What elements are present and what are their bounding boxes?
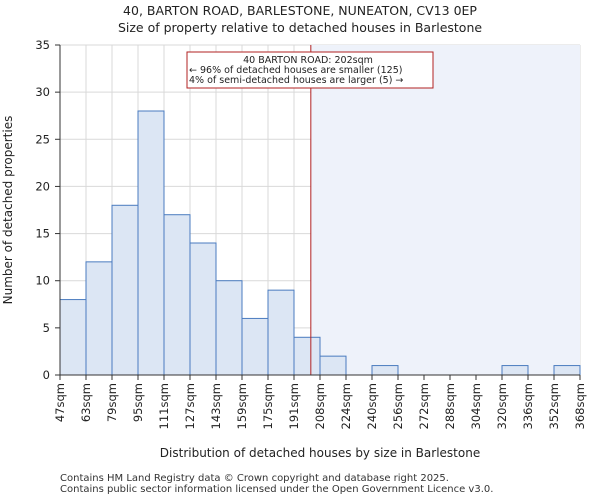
chart-title: 40, BARTON ROAD, BARLESTONE, NUNEATON, C…: [123, 3, 477, 18]
bar-191sqm: [293, 336, 321, 376]
x-tick-label: 143sqm: [209, 383, 223, 429]
bar-240sqm: [371, 365, 399, 376]
x-tick-label: 63sqm: [79, 383, 93, 422]
x-tick-label: 368sqm: [573, 383, 587, 429]
bar-63sqm: [85, 261, 113, 376]
x-tick-label: 352sqm: [547, 383, 561, 429]
x-tick-label: 304sqm: [469, 383, 483, 429]
footer-line-2: Contains public sector information licen…: [60, 484, 494, 495]
x-tick-label: 159sqm: [235, 383, 249, 429]
axes-layer: [55, 44, 581, 380]
x-tick-label: 95sqm: [131, 383, 145, 422]
chart-subtitle: Size of property relative to detached ho…: [117, 20, 483, 35]
footer-line-1: Contains HM Land Registry data © Crown c…: [60, 473, 449, 484]
x-tick-label: 256sqm: [391, 383, 405, 429]
bars-layer: [59, 110, 581, 376]
x-tick-label: 272sqm: [417, 383, 431, 429]
x-tick-label: 336sqm: [521, 383, 535, 429]
x-tick-label: 240sqm: [365, 383, 379, 429]
y-tick-label: 20: [35, 179, 50, 193]
x-tick-label: 191sqm: [287, 383, 301, 429]
x-tick-labels: 47sqm 63sqm 79sqm 95sqm 111sqm 127sqm 143sqm 15…: [53, 383, 587, 429]
bar-127sqm: [189, 242, 217, 376]
bar-143sqm: [215, 280, 243, 376]
x-tick-label: 127sqm: [183, 383, 197, 429]
annotation-line-1: 40 BARTON ROAD: 202sqm: [243, 55, 373, 66]
annotation-line-2: ← 96% of detached houses are smaller (12…: [189, 65, 402, 76]
bar-208sqm: [319, 355, 347, 376]
bar-47sqm: [59, 299, 87, 376]
bar-352sqm: [553, 365, 581, 376]
larger-region-shading: [310, 45, 580, 375]
x-tick-label: 288sqm: [443, 383, 457, 429]
y-tick-label: 25: [35, 132, 50, 146]
x-tick-label: 208sqm: [313, 383, 327, 429]
x-axis-label: Distribution of detached houses by size …: [160, 446, 480, 460]
y-axis-label: Number of detached properties: [1, 116, 15, 305]
bar-79sqm: [111, 204, 139, 376]
y-tick-label: 35: [35, 38, 50, 52]
x-tick-label: 47sqm: [53, 383, 67, 422]
y-tick-label: 10: [35, 274, 50, 288]
bar-111sqm: [163, 214, 191, 376]
bar-175sqm: [267, 289, 295, 376]
x-tick-label: 224sqm: [339, 383, 353, 429]
x-tick-label: 111sqm: [157, 383, 171, 429]
y-tick-label: 5: [43, 321, 50, 335]
y-tick-labels: 0 5 10 15 20 25 30 35: [35, 38, 50, 382]
annotation-box: [186, 51, 434, 89]
x-tick-label: 320sqm: [495, 383, 509, 429]
x-tick-label: 175sqm: [261, 383, 275, 429]
y-tick-label: 30: [35, 85, 50, 99]
x-tick-label: 79sqm: [105, 383, 119, 422]
bar-159sqm: [241, 317, 269, 376]
bar-95sqm: [137, 110, 165, 376]
annotation-line-3: 4% of semi-detached houses are larger (5…: [189, 75, 403, 86]
y-tick-label: 0: [43, 368, 50, 382]
bar-320sqm: [501, 365, 529, 376]
y-tick-label: 15: [35, 227, 50, 241]
